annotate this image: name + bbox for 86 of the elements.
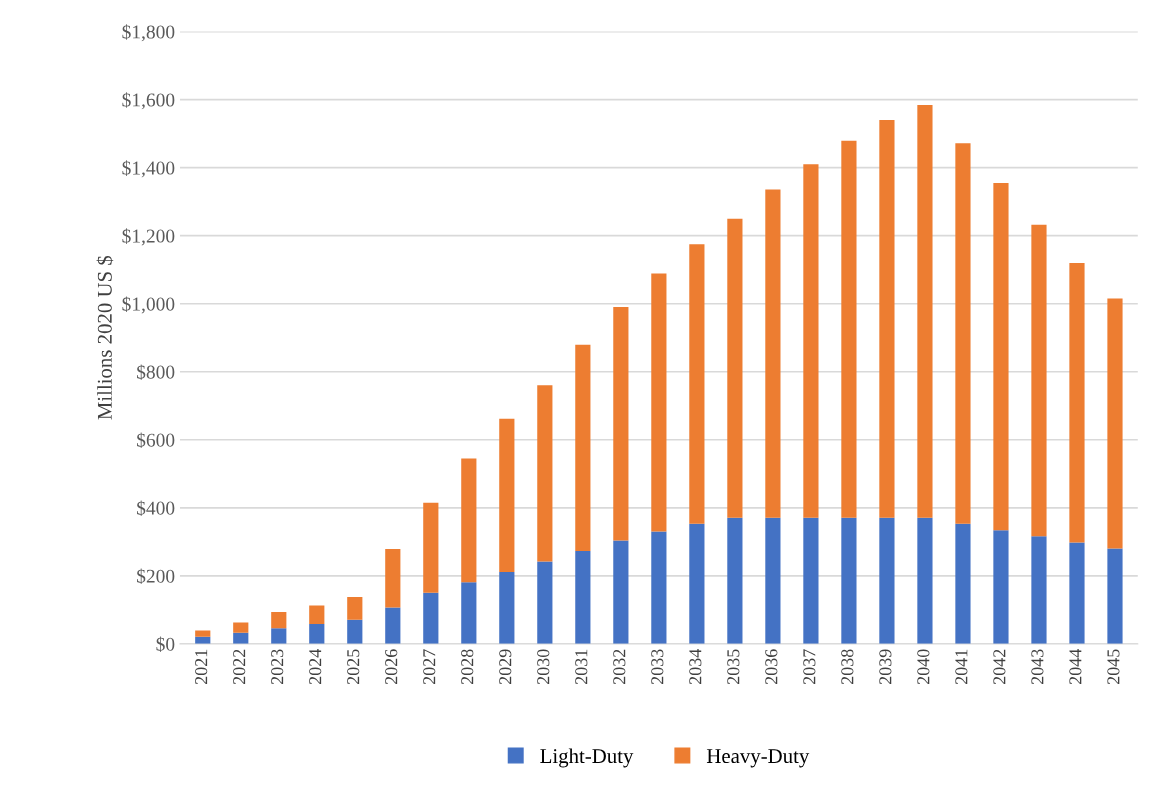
x-tick-label: 2024	[309, 648, 322, 685]
y-tick-label: $1,600	[122, 92, 175, 110]
bar	[803, 517, 819, 644]
bar	[955, 523, 971, 644]
x-tick-label: 2033	[651, 649, 664, 685]
y-tick-label: $200	[137, 568, 175, 585]
bar	[651, 273, 667, 532]
bar	[651, 531, 667, 644]
x-tick-label: 2029	[499, 649, 512, 685]
bar	[1031, 536, 1047, 644]
x-tick-label: 2035	[727, 649, 740, 685]
x-tick-label: 2023	[271, 649, 284, 685]
x-tick-label: 2028	[461, 649, 474, 685]
bar	[727, 218, 743, 518]
bar	[1069, 262, 1085, 543]
bar	[689, 523, 705, 644]
x-tick-label: 2021	[195, 649, 208, 685]
y-axis-title: Millions 2020 US $	[96, 255, 114, 420]
bar	[347, 619, 363, 644]
x-tick-label: 2043	[1031, 649, 1044, 685]
bar	[309, 605, 325, 625]
bar	[689, 244, 705, 524]
bar	[385, 607, 401, 644]
x-tick-label: 2030	[537, 649, 550, 685]
bar	[271, 628, 287, 644]
bar	[347, 596, 363, 620]
bar	[1031, 224, 1047, 537]
x-tick-label: 2027	[423, 649, 436, 685]
x-tick-label: 2025	[347, 649, 360, 685]
bar	[309, 624, 325, 644]
bar	[765, 517, 781, 644]
x-tick-label: 2026	[385, 649, 398, 685]
x-tick-label: 2032	[613, 649, 626, 685]
x-tick-label: 2045	[1107, 649, 1120, 685]
bar	[879, 120, 895, 518]
bar	[423, 592, 439, 644]
bar	[575, 344, 591, 551]
bar	[499, 418, 515, 573]
x-tick-label: 2031	[575, 649, 588, 685]
x-tick-label: 2038	[841, 649, 854, 685]
bar	[233, 622, 249, 633]
bar	[195, 630, 211, 637]
bar	[917, 517, 933, 644]
bar	[423, 502, 439, 593]
y-tick-label: $1,200	[122, 228, 175, 246]
bar	[1107, 298, 1123, 549]
bar	[1069, 542, 1085, 644]
x-tick-label: 2036	[765, 649, 778, 685]
y-tick-label: $400	[137, 500, 175, 517]
bar	[271, 611, 287, 629]
bar	[765, 189, 781, 518]
legend-label: Light-Duty	[540, 748, 634, 768]
bar	[841, 140, 857, 518]
bar	[993, 182, 1009, 531]
x-tick-label: 2042	[993, 649, 1006, 685]
bar	[499, 572, 515, 644]
bar	[879, 517, 895, 644]
x-tick-label: 2037	[803, 649, 816, 685]
bar	[613, 540, 629, 644]
bar	[993, 530, 1009, 644]
y-tick-label: $0	[156, 636, 175, 653]
x-tick-label: 2044	[1069, 648, 1082, 685]
bar	[461, 582, 477, 644]
x-tick-label: 2040	[917, 649, 930, 685]
bar	[917, 105, 933, 518]
bar	[575, 550, 591, 644]
bar	[955, 143, 971, 524]
bar	[803, 164, 819, 518]
bar	[841, 517, 857, 644]
y-tick-label: $800	[137, 364, 175, 380]
x-tick-label: 2039	[879, 649, 892, 685]
y-tick-label: $1,000	[122, 296, 175, 314]
bar	[727, 517, 743, 644]
bar	[613, 307, 629, 541]
y-tick-label: $600	[137, 432, 175, 448]
bar	[1107, 548, 1123, 644]
bar	[461, 458, 477, 583]
bar	[537, 561, 553, 644]
x-tick-label: 2034	[689, 648, 702, 685]
bar	[537, 385, 553, 562]
x-tick-label: 2041	[955, 649, 968, 685]
y-tick-label: $1,400	[122, 160, 175, 178]
x-tick-label: 2022	[233, 649, 246, 685]
y-tick-label: $1,800	[122, 24, 175, 42]
bar	[385, 548, 401, 608]
legend-label: Heavy-Duty	[706, 749, 810, 768]
